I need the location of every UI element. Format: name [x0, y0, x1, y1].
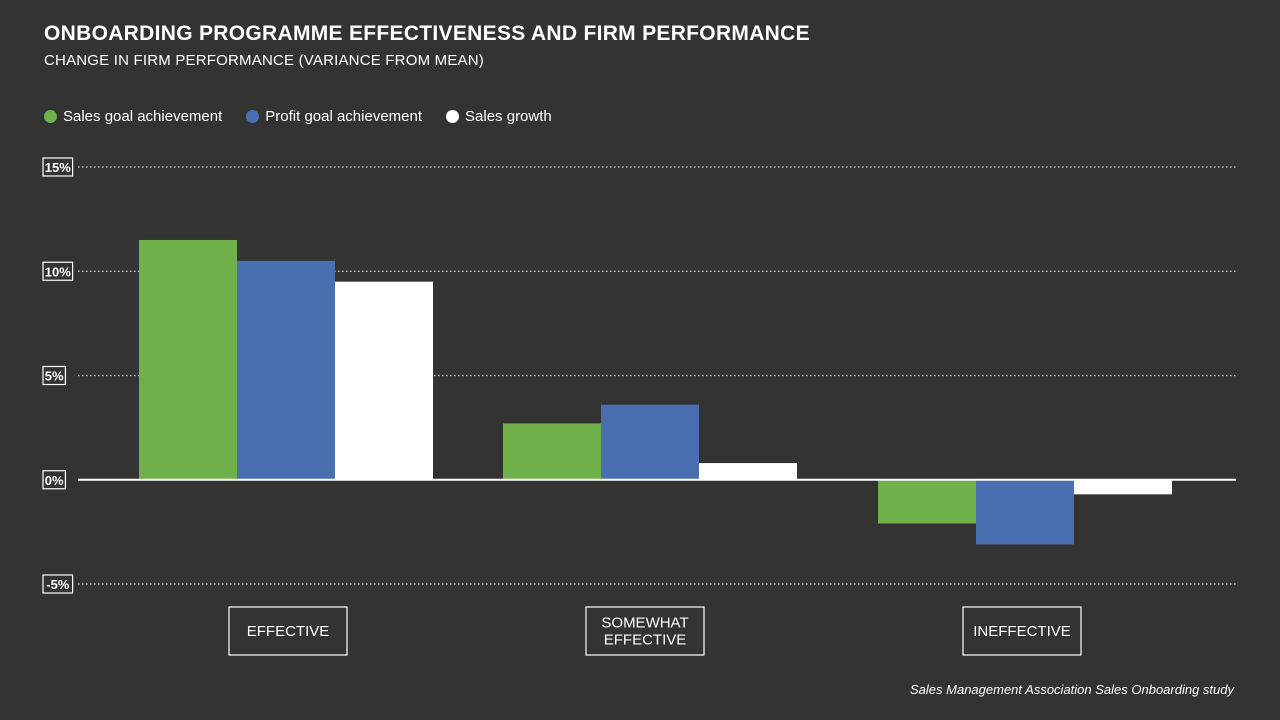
legend-swatch-profit-goal	[246, 110, 260, 123]
bar	[878, 479, 976, 524]
bar	[335, 281, 433, 480]
category-label: SOMEWHAT EFFECTIVE	[601, 615, 688, 649]
legend-item-sales-growth: Sales growth	[446, 108, 552, 125]
bar	[1074, 479, 1172, 495]
category-box	[228, 606, 348, 656]
category-label-line: EFFECTIVE	[604, 632, 687, 649]
category-label-line: EFFECTIVE	[247, 623, 330, 640]
legend: Sales goal achievement Profit goal achie…	[44, 108, 552, 125]
legend-swatch-sales-goal	[44, 110, 57, 123]
legend-item-sales-goal: Sales goal achievement	[44, 108, 222, 125]
y-tick-box	[42, 157, 74, 177]
y-tick-box	[42, 470, 66, 490]
bar	[699, 463, 797, 480]
legend-label-sales-goal: Sales goal achievement	[63, 108, 223, 125]
chart-title: ONBOARDING PROGRAMME EFFECTIVENESS AND F…	[44, 22, 810, 45]
bar	[976, 479, 1074, 545]
category-label: EFFECTIVE	[247, 623, 330, 640]
y-tick-box	[42, 574, 74, 594]
y-tick-label: -5%	[46, 577, 70, 592]
bar	[601, 404, 699, 480]
y-tick-label: 10%	[45, 264, 71, 279]
bar	[237, 260, 335, 480]
legend-swatch-sales-growth	[446, 110, 460, 123]
y-tick-label: 5%	[45, 369, 64, 384]
y-tick-box	[42, 261, 74, 281]
source-note: Sales Management Association Sales Onboa…	[910, 682, 1234, 697]
category-label-line: SOMEWHAT	[601, 615, 688, 632]
category-label: INEFFECTIVE	[973, 623, 1071, 640]
bar	[139, 239, 237, 480]
category-box	[962, 606, 1082, 656]
chart-subtitle: CHANGE IN FIRM PERFORMANCE (VARIANCE FRO…	[44, 52, 484, 69]
y-tick-label: 0%	[45, 473, 64, 488]
legend-label-profit-goal: Profit goal achievement	[265, 108, 423, 125]
y-tick-box	[42, 365, 66, 386]
category-label-line: INEFFECTIVE	[973, 623, 1071, 640]
category-box	[585, 606, 705, 656]
y-tick-label: 15%	[45, 160, 71, 175]
legend-label-sales-growth: Sales growth	[465, 108, 552, 125]
bar	[503, 423, 601, 480]
legend-item-profit-goal: Profit goal achievement	[246, 108, 422, 125]
